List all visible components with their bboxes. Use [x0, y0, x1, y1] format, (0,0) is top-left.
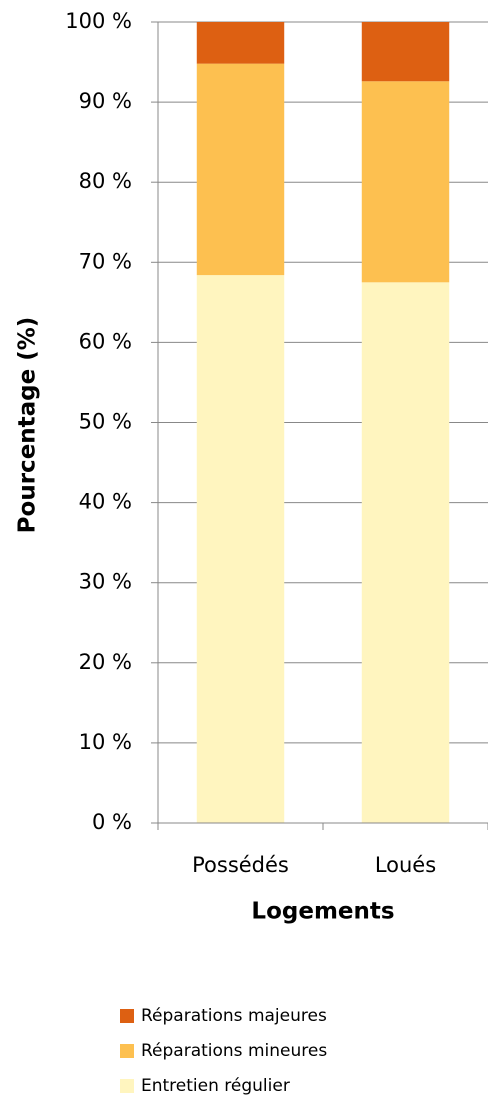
- bar-segment: [196, 63, 285, 276]
- y-tick-label: 70 %: [79, 249, 132, 273]
- y-tick-label: 80 %: [79, 169, 132, 193]
- legend-swatch: [120, 1009, 134, 1023]
- y-tick-label: 40 %: [79, 490, 132, 514]
- legend-label: Réparations mineures: [141, 1041, 327, 1061]
- legend-label: Réparations majeures: [141, 1006, 327, 1026]
- x-axis-title: Logements: [251, 899, 394, 925]
- y-tick-label: 90 %: [79, 89, 132, 113]
- legend-label: Entretien régulier: [141, 1076, 290, 1096]
- legend-swatch: [120, 1044, 134, 1058]
- y-tick-label: 50 %: [79, 410, 132, 434]
- y-tick-label: 20 %: [79, 650, 132, 674]
- y-axis-title: Pourcentage (%): [15, 317, 41, 534]
- bar-segment: [196, 22, 285, 64]
- y-tick-label: 100 %: [65, 9, 132, 33]
- x-tick-label: Loués: [375, 853, 436, 877]
- y-tick-label: 30 %: [79, 570, 132, 594]
- bar-segment: [361, 282, 450, 823]
- bar-segment: [196, 275, 285, 824]
- y-tick-label: 60 %: [79, 329, 132, 353]
- x-tick-label: Possédés: [192, 853, 289, 877]
- legend-swatch: [120, 1079, 134, 1093]
- bar-segment: [361, 22, 450, 82]
- y-tick-label: 10 %: [79, 730, 132, 754]
- y-tick-label: 0 %: [92, 810, 132, 834]
- bar-segment: [361, 81, 450, 283]
